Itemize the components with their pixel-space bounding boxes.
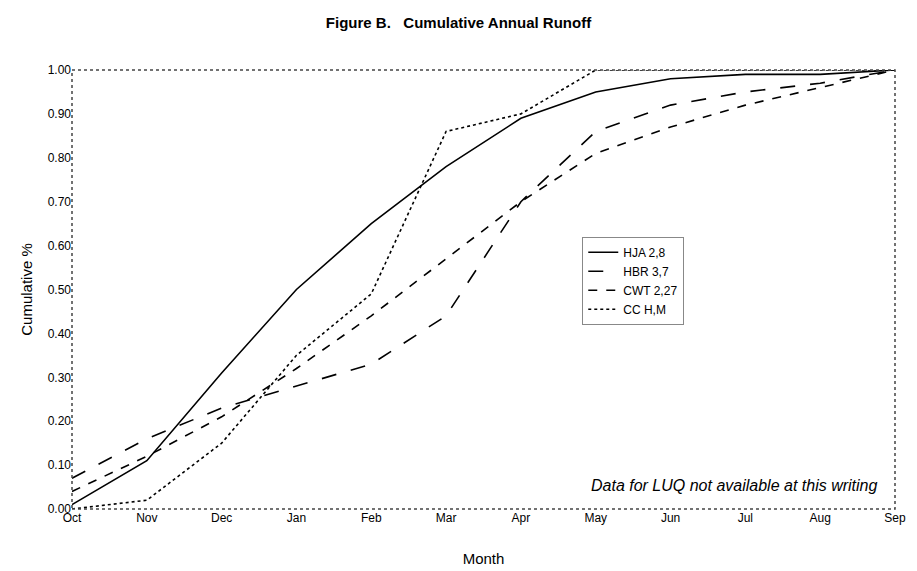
svg-text:Mar: Mar — [436, 511, 457, 525]
svg-text:0.30: 0.30 — [48, 371, 72, 385]
svg-text:Cumulative %: Cumulative % — [18, 243, 35, 336]
svg-text:Jan: Jan — [287, 511, 306, 525]
svg-text:HBR 3,7: HBR 3,7 — [623, 265, 669, 279]
svg-text:Jul: Jul — [738, 511, 753, 525]
svg-text:0.20: 0.20 — [48, 414, 72, 428]
svg-text:0.80: 0.80 — [48, 151, 72, 165]
svg-text:Jun: Jun — [661, 511, 680, 525]
svg-text:CC H,M: CC H,M — [623, 303, 666, 317]
svg-text:0.90: 0.90 — [48, 107, 72, 121]
svg-text:Month: Month — [463, 550, 505, 567]
svg-text:HJA 2,8: HJA 2,8 — [623, 246, 665, 260]
svg-text:May: May — [584, 511, 607, 525]
svg-text:0.70: 0.70 — [48, 195, 72, 209]
svg-text:CWT 2,27: CWT 2,27 — [623, 284, 677, 298]
svg-text:Data for LUQ not available at: Data for LUQ not available at this writi… — [591, 477, 877, 494]
svg-text:0.40: 0.40 — [48, 327, 72, 341]
svg-text:Aug: Aug — [810, 511, 831, 525]
svg-text:0.00: 0.00 — [48, 502, 72, 516]
svg-text:Nov: Nov — [136, 511, 157, 525]
svg-text:0.60: 0.60 — [48, 239, 72, 253]
svg-text:Dec: Dec — [211, 511, 232, 525]
svg-text:Figure B. Cumulative Annual: Figure B. Cumulative Annual Runoff — [326, 14, 592, 31]
svg-text:0.10: 0.10 — [48, 458, 72, 472]
svg-text:Apr: Apr — [512, 511, 531, 525]
svg-text:Feb: Feb — [361, 511, 382, 525]
svg-text:1.00: 1.00 — [48, 63, 72, 77]
svg-text:0.50: 0.50 — [48, 283, 72, 297]
svg-text:Oct: Oct — [63, 511, 82, 525]
svg-text:Sep: Sep — [884, 511, 906, 525]
